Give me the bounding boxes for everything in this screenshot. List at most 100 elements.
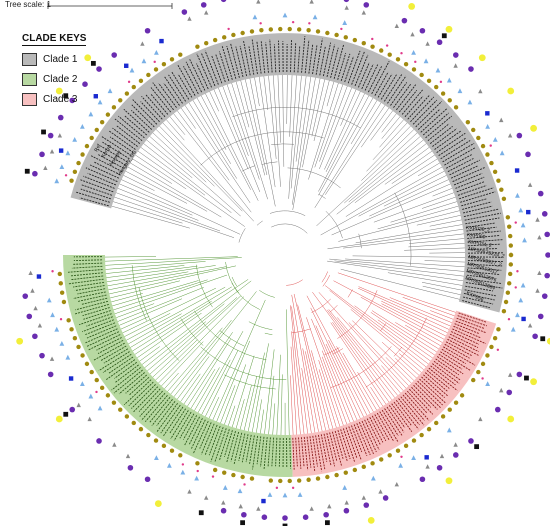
tip-label-mark — [466, 230, 501, 236]
tip-label-mark — [417, 108, 441, 130]
tip-label-mark — [423, 374, 448, 397]
tree-branch — [325, 285, 429, 365]
tip-label: KXP060 — [467, 232, 486, 241]
tip-label-mark — [455, 320, 487, 334]
marker-triangle — [453, 63, 458, 68]
marker-triangle — [520, 282, 526, 288]
marker-circle — [379, 457, 384, 462]
tip-label-mark — [364, 64, 379, 91]
tip-label-mark — [323, 433, 332, 466]
tree-branch — [290, 346, 298, 435]
marker-square — [441, 33, 447, 39]
tip-label-mark — [308, 44, 314, 74]
marker-circle — [367, 516, 375, 524]
tip-label-mark — [215, 53, 226, 83]
marker-circle — [222, 470, 227, 475]
tip-label-mark — [351, 425, 363, 453]
tree-branch — [141, 280, 252, 365]
tree-branch — [224, 364, 247, 425]
marker-circle — [154, 500, 162, 507]
tree-branch — [130, 286, 232, 348]
tree-branch — [395, 357, 417, 379]
marker-circle — [220, 0, 227, 3]
tip-label-mark — [410, 96, 435, 123]
tip-label-mark — [108, 356, 134, 374]
tree-branch — [327, 260, 464, 282]
marker-circle — [414, 60, 417, 64]
marker-circle — [545, 252, 550, 258]
tree-branch — [290, 375, 294, 435]
tip-label-mark — [230, 431, 240, 462]
tree-branch-arc — [347, 289, 353, 298]
marker-triangle — [535, 288, 540, 293]
marker-circle — [259, 22, 262, 25]
tip-label-mark — [312, 435, 318, 467]
tree-branch — [264, 349, 275, 434]
marker-triangle — [65, 354, 71, 360]
tree-branch — [184, 105, 251, 204]
tip-label-mark — [443, 346, 476, 366]
tree-branch-arc — [180, 318, 204, 346]
marker-circle — [204, 40, 209, 46]
marker-circle — [370, 44, 375, 49]
marker-circle — [476, 369, 481, 375]
tip-label-mark — [163, 82, 180, 106]
tree-branch — [128, 313, 182, 345]
marker-circle — [69, 327, 74, 332]
marker-triangle — [97, 405, 103, 411]
marker-circle — [459, 393, 465, 398]
tree-branch-arc — [330, 346, 392, 388]
tree-branch-arc — [264, 332, 273, 335]
marker-circle — [496, 178, 501, 183]
tree-branch — [132, 300, 212, 352]
tree-branch — [173, 113, 252, 213]
tip-label-mark — [366, 418, 382, 446]
tree-branch — [245, 79, 268, 176]
marker-circle — [507, 318, 511, 321]
tip-label-mark — [128, 377, 150, 396]
marker-circle — [95, 390, 98, 394]
marker-triangle — [510, 326, 516, 332]
tip-label-mark — [73, 259, 103, 262]
tip-label-mark — [376, 412, 395, 442]
tip-labels — [67, 36, 504, 472]
tip-label-mark — [298, 437, 302, 469]
tip-label-mark — [82, 175, 115, 189]
tip-label-mark — [329, 432, 338, 462]
tip-label-mark — [269, 39, 273, 73]
tip-label-mark — [428, 367, 458, 391]
marker-circle — [453, 52, 459, 58]
tip-label-mark — [263, 437, 268, 469]
annotation-markers — [16, 0, 550, 526]
tree-branch — [358, 286, 451, 327]
tree-branch-arc — [271, 223, 308, 234]
tree-branch — [113, 201, 183, 224]
tree-branch — [161, 341, 204, 387]
marker-circle — [315, 29, 321, 34]
marker-circle — [505, 215, 511, 220]
marker-circle — [471, 127, 476, 133]
marker-circle — [434, 420, 439, 426]
tree-branch — [256, 399, 262, 433]
tip-label-mark — [168, 74, 187, 102]
marker-circle — [440, 414, 446, 419]
tip-label-mark — [112, 127, 138, 147]
tip-label-mark — [467, 267, 502, 271]
marker-circle — [32, 333, 38, 340]
marker-triangle — [297, 492, 303, 497]
tree-branch — [277, 75, 281, 143]
tip-label-mark — [402, 394, 425, 421]
tip-label-mark — [453, 172, 483, 186]
tip-label-mark — [464, 212, 501, 221]
marker-square — [159, 38, 164, 44]
tip-label-mark — [390, 82, 408, 106]
tree-branch — [164, 372, 179, 389]
marker-circle — [385, 44, 389, 47]
tip-label-mark — [78, 294, 107, 302]
marker-circle — [340, 27, 343, 31]
tree-branch — [268, 75, 277, 159]
tree-branch — [280, 374, 283, 435]
tree-branch — [110, 280, 180, 299]
tip-label-mark — [340, 429, 351, 460]
tip-label-mark — [199, 422, 212, 449]
